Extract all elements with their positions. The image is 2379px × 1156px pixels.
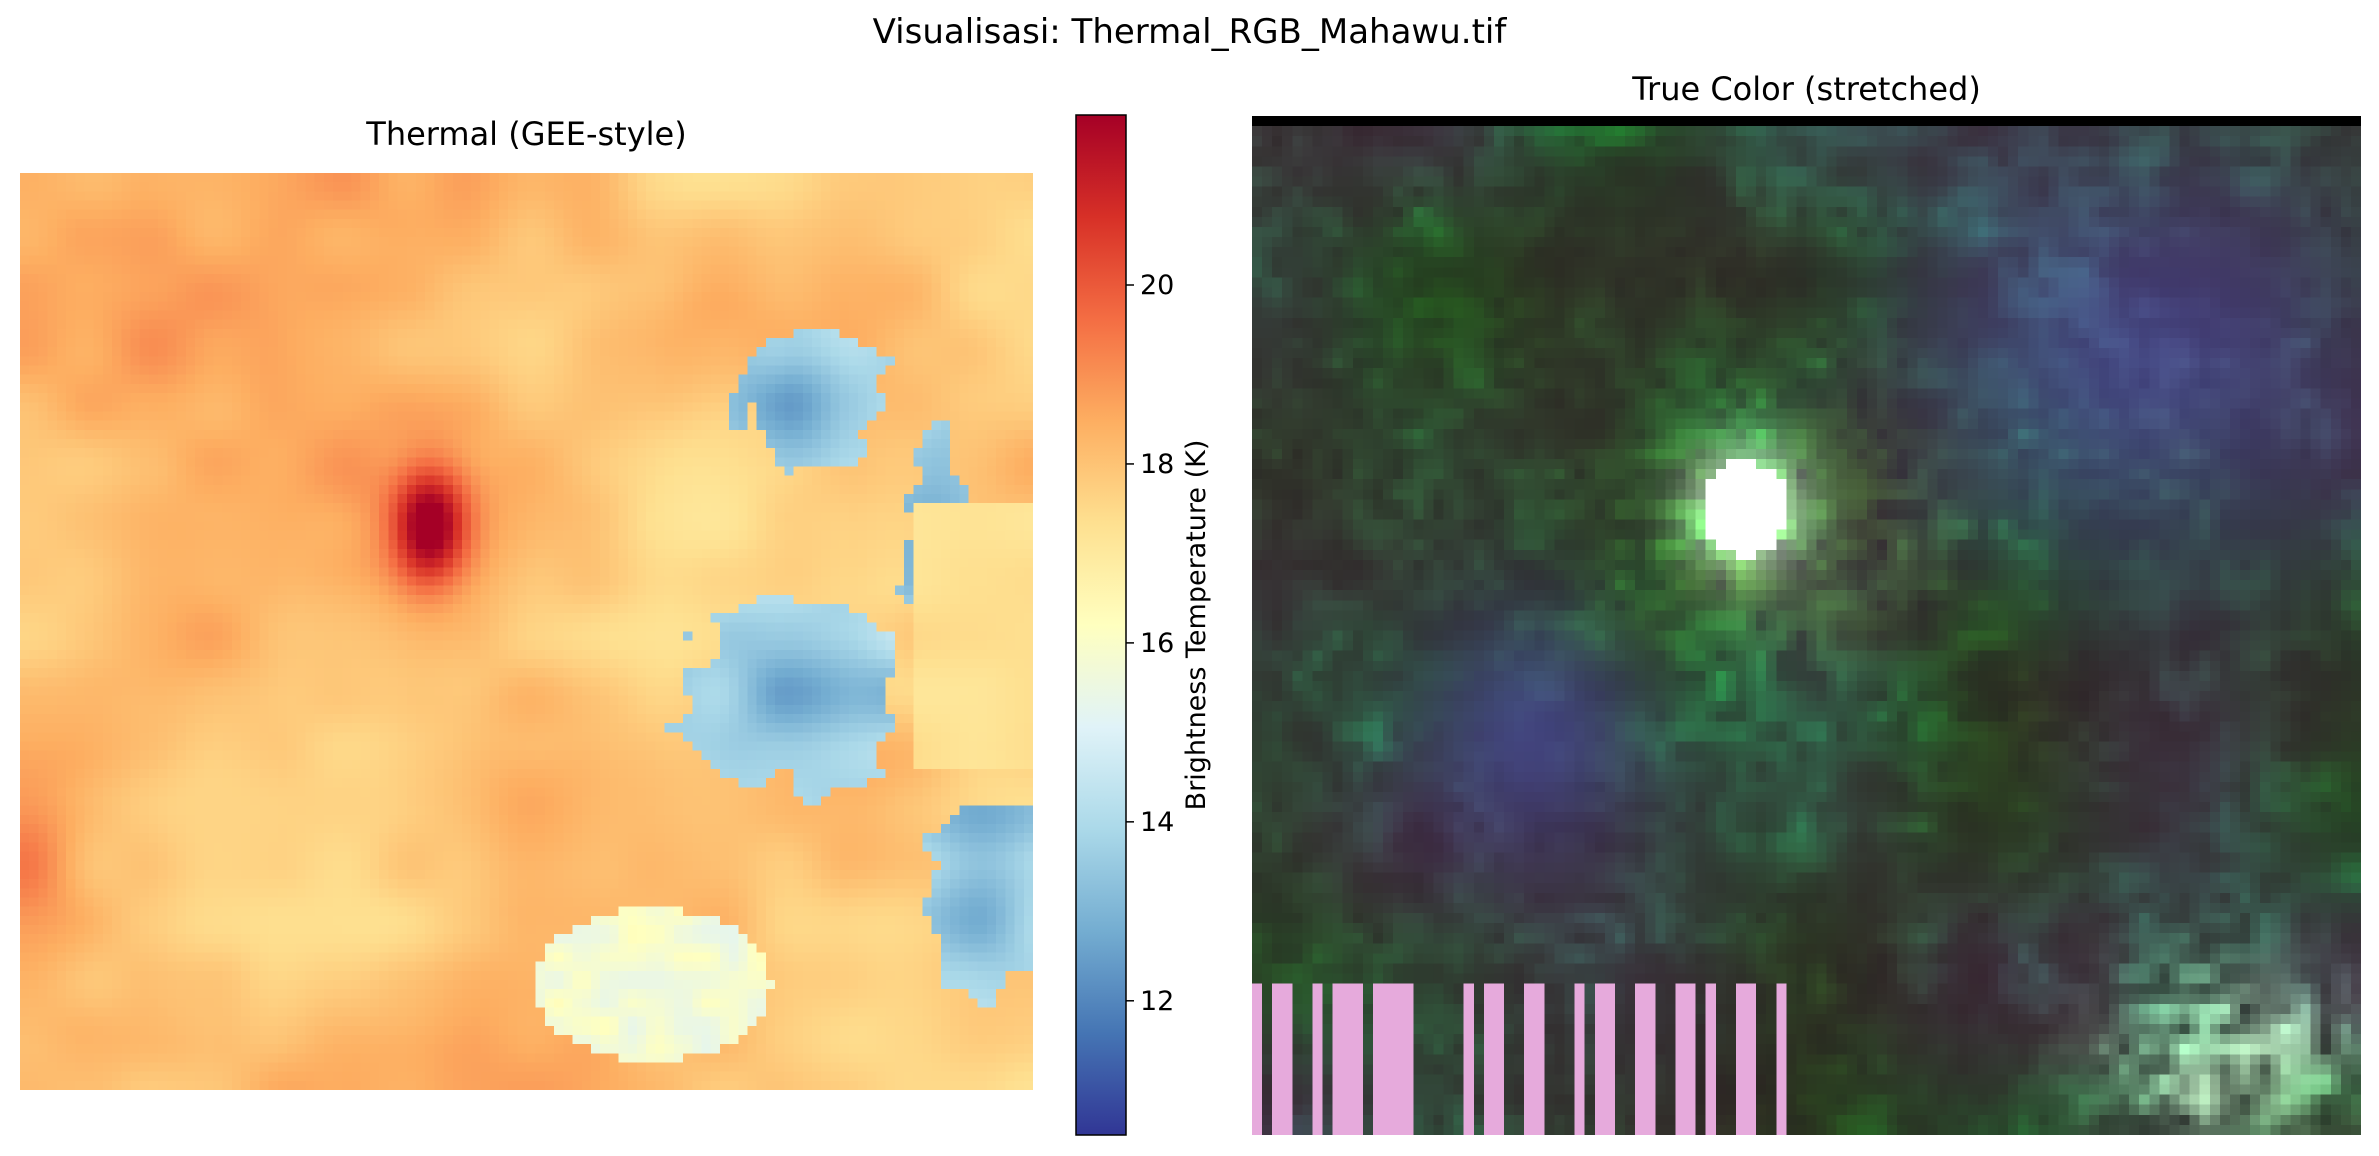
thermal-panel-title: Thermal (GEE-style) <box>366 115 687 153</box>
colorbar: 12 14 16 18 20 Brightness Temperature (K) <box>1075 114 1212 1136</box>
colorbar-tick-label: 14 <box>1140 807 1174 838</box>
colorbar-tick-label: 12 <box>1140 986 1174 1017</box>
truecolor-map-image <box>1252 116 2361 1135</box>
colorbar-axis-label: Brightness Temperature (K) <box>1181 440 1212 811</box>
colorbar-tick-label: 20 <box>1140 270 1174 301</box>
colorbar-tick-label: 16 <box>1140 628 1174 659</box>
colorbar-ticks: 12 14 16 18 20 <box>1126 270 1174 1017</box>
colorbar-gradient-bar <box>1075 114 1127 1136</box>
colorbar-tick-label: 18 <box>1140 449 1174 480</box>
thermal-map-image <box>20 173 1033 1090</box>
figure-title: Visualisasi: Thermal_RGB_Mahawu.tif <box>872 12 1507 52</box>
truecolor-panel-title: True Color (stretched) <box>1632 70 1981 108</box>
